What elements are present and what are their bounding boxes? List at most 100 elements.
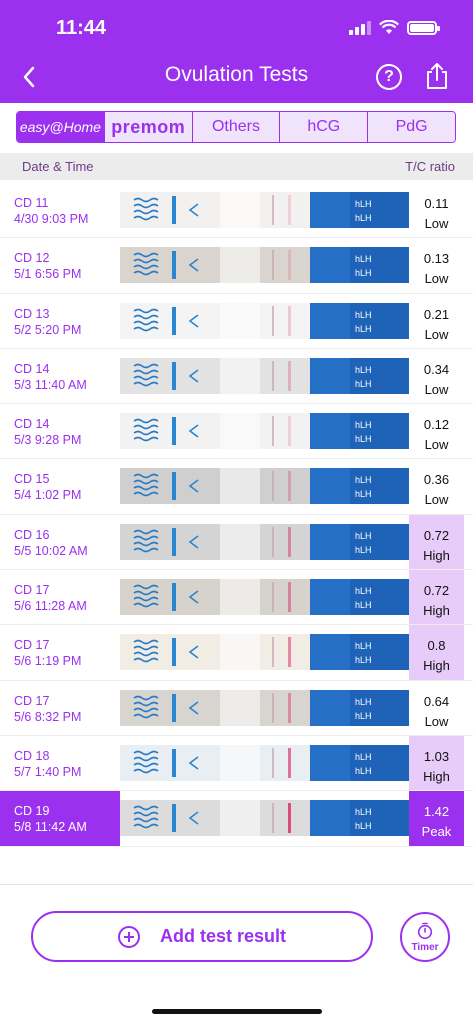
test-date-cell: CD 11 4/30 9:03 PM: [0, 183, 120, 237]
strip-label: hLH: [355, 697, 372, 707]
test-row[interactable]: CD 17 5/6 1:19 PM hLH hLH 0.8 High: [0, 625, 473, 681]
help-button[interactable]: ?: [376, 64, 402, 90]
test-row[interactable]: CD 17 5/6 8:32 PM hLH hLH 0.64 Low: [0, 681, 473, 736]
strip-label: hLH: [355, 268, 372, 278]
test-strip-image[interactable]: hLH hLH: [120, 579, 409, 616]
test-date-cell: CD 17 5/6 11:28 AM: [0, 570, 120, 624]
test-row[interactable]: CD 11 4/30 9:03 PM hLH hLH 0.11 Low: [0, 183, 473, 239]
test-strip-image[interactable]: hLH hLH: [120, 357, 409, 394]
battery-icon: [407, 20, 440, 35]
test-strip-image[interactable]: hLH hLH: [120, 689, 409, 726]
test-row[interactable]: CD 14 5/3 9:28 PM hLH hLH 0.12 Low: [0, 404, 473, 460]
cycle-day: CD 12: [14, 251, 50, 266]
tc-ratio-cell: 0.11 Low: [409, 183, 464, 237]
cycle-day: CD 19: [14, 804, 50, 819]
test-strip-image[interactable]: hLH hLH: [120, 523, 409, 560]
strip-label: hLH: [355, 821, 372, 831]
strip-label: hLH: [355, 489, 372, 499]
test-datetime: 4/30 9:03 PM: [14, 212, 89, 226]
tab-hcg[interactable]: hCG: [279, 112, 368, 142]
lh-level: Low: [424, 326, 449, 342]
strip-label: hLH: [355, 766, 372, 776]
app-header: 11:44 Ovulation Tests ?: [0, 0, 473, 103]
test-strip-image[interactable]: hLH hLH: [120, 302, 409, 339]
strip-label: hLH: [355, 641, 372, 651]
cycle-day: CD 11: [14, 196, 49, 210]
home-indicator: [152, 1009, 322, 1014]
wifi-icon: [379, 20, 399, 34]
test-date-cell: CD 17 5/6 1:19 PM: [0, 625, 120, 679]
test-datetime: 5/1 6:56 PM: [14, 267, 82, 282]
page-title: Ovulation Tests: [164, 63, 309, 86]
test-row[interactable]: CD 18 5/7 1:40 PM hLH hLH 1.03 High: [0, 735, 473, 792]
test-strip-image[interactable]: hLH hLH: [120, 634, 409, 671]
lh-level: High: [423, 658, 450, 674]
test-strip-image[interactable]: hLH hLH: [120, 468, 409, 505]
lh-level: Low: [424, 381, 449, 397]
timer-button[interactable]: Timer: [400, 912, 450, 962]
test-row[interactable]: CD 16 5/5 10:02 AM hLH hLH 0.72 High: [0, 514, 473, 571]
test-datetime: 5/3 9:28 PM: [14, 433, 82, 448]
question-icon: ?: [384, 68, 394, 85]
tc-ratio-cell: 0.72 High: [409, 570, 464, 625]
test-date-cell: CD 16 5/5 10:02 AM: [0, 515, 120, 569]
test-date-cell: CD 14 5/3 11:40 AM: [0, 349, 120, 403]
strip-label: hLH: [355, 655, 372, 665]
lh-level: Low: [424, 216, 449, 231]
tc-ratio-value: 0.72: [423, 527, 450, 543]
cycle-day: CD 17: [14, 583, 50, 598]
test-row[interactable]: CD 17 5/6 11:28 AM hLH hLH 0.72 High: [0, 570, 473, 626]
strip-label: hLH: [355, 586, 372, 596]
test-datetime: 5/4 1:02 PM: [14, 488, 82, 503]
tc-ratio-cell: 0.13 Low: [409, 238, 464, 292]
tc-ratio-value: 0.21: [423, 306, 450, 322]
test-strip-image[interactable]: hLH hLH: [120, 192, 409, 228]
test-row[interactable]: CD 15 5/4 1:02 PM hLH hLH 0.36 Low: [0, 459, 473, 515]
tc-ratio-cell: 0.8 High: [409, 625, 464, 680]
test-date-cell: CD 14 5/3 9:28 PM: [0, 404, 120, 458]
strip-label: hLH: [355, 379, 372, 389]
tc-ratio-cell: 0.72 High: [409, 514, 464, 570]
test-strip-image[interactable]: hLH hLH: [120, 247, 409, 284]
share-button[interactable]: [424, 62, 450, 90]
tc-ratio-value: 0.72: [423, 583, 450, 599]
timer-label: Timer: [411, 941, 439, 953]
add-test-result-label: Add test result: [159, 926, 287, 946]
add-test-result-button[interactable]: Add test result: [31, 911, 373, 962]
tab-premom[interactable]: premom: [103, 112, 192, 142]
plus-circle-icon: [117, 925, 140, 948]
tc-ratio-cell: 0.36 Low: [409, 459, 464, 513]
test-row[interactable]: CD 19 5/8 11:42 AM hLH hLH 1.42 Peak: [0, 791, 473, 847]
strip-label: hLH: [355, 475, 372, 485]
status-icons: [349, 20, 440, 35]
back-button[interactable]: [14, 60, 44, 94]
test-row[interactable]: CD 14 5/3 11:40 AM hLH hLH 0.34 Low: [0, 349, 473, 405]
strip-label: hLH: [355, 434, 372, 444]
test-row[interactable]: CD 13 5/2 5:20 PM hLH hLH 0.21 Low: [0, 294, 473, 349]
test-date-cell: CD 12 5/1 6:56 PM: [0, 238, 120, 292]
status-time: 11:44: [56, 17, 107, 39]
ratio-column-label: T/C ratio: [405, 159, 455, 174]
strip-label: hLH: [355, 365, 372, 375]
lh-level: High: [423, 603, 450, 619]
tab-easyhome[interactable]: easy@Home: [17, 112, 104, 142]
cycle-day: CD 17: [14, 693, 50, 708]
test-datetime: 5/3 11:40 AM: [14, 377, 87, 392]
test-strip-image[interactable]: hLH hLH: [120, 413, 409, 450]
strip-label: hLH: [355, 545, 372, 555]
strip-label: hLH: [355, 600, 372, 610]
test-strip-image[interactable]: hLH hLH: [120, 744, 409, 781]
test-datetime: 5/2 5:20 PM: [14, 322, 82, 337]
test-strip-image[interactable]: hLH hLH: [120, 800, 409, 837]
test-row[interactable]: CD 12 5/1 6:56 PM hLH hLH 0.13 Low: [0, 238, 473, 294]
tc-ratio-value: 0.12: [423, 417, 450, 433]
strip-label: hLH: [355, 254, 372, 264]
cycle-day: CD 17: [14, 638, 50, 653]
tab-others[interactable]: Others: [191, 112, 280, 142]
test-list: CD 11 4/30 9:03 PM hLH hLH 0.11 Low CD 12 5/1 6…: [0, 183, 473, 847]
strip-label: hLH: [355, 199, 372, 209]
test-date-cell: CD 13 5/2 5:20 PM: [0, 294, 120, 348]
tab-pdg[interactable]: PdG: [367, 112, 455, 142]
lh-level: Low: [424, 492, 449, 508]
test-date-cell: CD 17 5/6 8:32 PM: [0, 681, 120, 735]
